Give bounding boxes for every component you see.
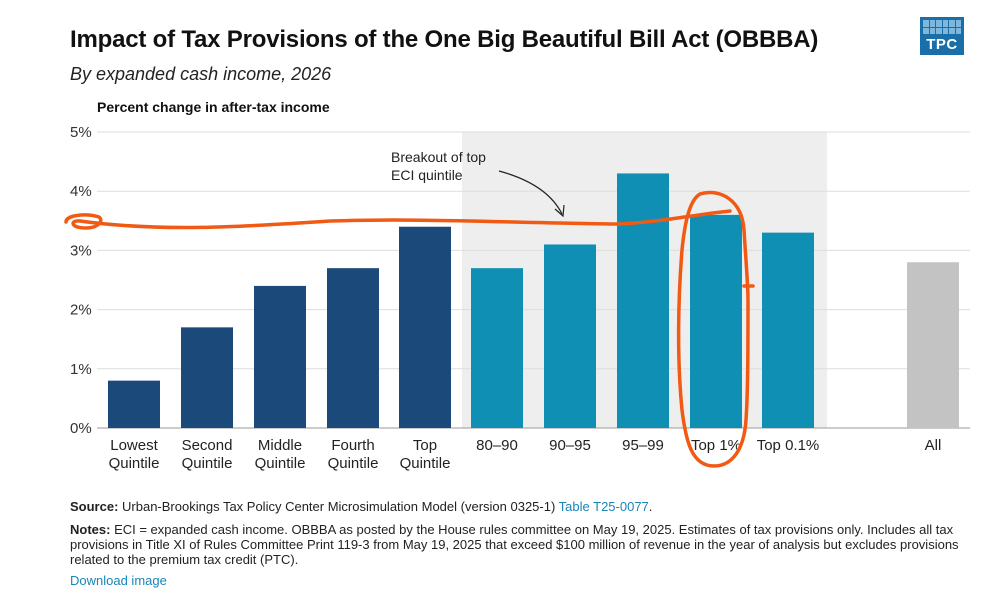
annotation-arrow: [498, 170, 563, 215]
x-tick-label: Lowest: [110, 437, 158, 454]
y-tick-label: 1%: [70, 361, 92, 378]
x-tick-label: Middle: [258, 437, 302, 454]
download-image-link[interactable]: Download image: [70, 573, 167, 588]
x-tick-label: Top 1%: [691, 437, 741, 454]
bar-chart: 0%1%2%3%4%5%LowestQuintileSecondQuintile…: [64, 124, 970, 472]
bar: [327, 268, 379, 428]
x-tick-label: All: [925, 437, 942, 454]
x-tick-label: Quintile: [400, 455, 451, 472]
source-line: Source: Urban-Brookings Tax Policy Cente…: [70, 499, 652, 514]
y-tick-label: 4%: [70, 183, 92, 200]
y-tick-label: 0%: [70, 420, 92, 437]
x-tick-label: 80–90: [476, 437, 518, 454]
hand-drawn-circle: [676, 190, 755, 468]
logo-grid-icon: [923, 20, 961, 34]
y-tick-label: 2%: [70, 302, 92, 319]
x-tick-label: Fourth: [331, 437, 374, 454]
bar: [471, 268, 523, 428]
source-label: Source:: [70, 499, 119, 514]
bar: [108, 380, 160, 428]
x-tick-label: Quintile: [255, 455, 306, 472]
y-axis-label: Percent change in after-tax income: [97, 99, 330, 115]
notes-block: Notes: ECI = expanded cash income. OBBBA…: [70, 522, 980, 567]
source-text: Urban-Brookings Tax Policy Center Micros…: [118, 499, 559, 514]
x-tick-label: Quintile: [182, 455, 233, 472]
annotation-text: Breakout of top: [391, 149, 486, 165]
bar: [762, 232, 814, 428]
bar: [907, 262, 959, 428]
x-tick-label: Top: [413, 437, 437, 454]
bar: [690, 214, 742, 428]
annotation-text: ECI quintile: [391, 167, 463, 183]
bar: [617, 173, 669, 428]
tpc-logo: TPC: [920, 17, 964, 55]
bar: [544, 244, 596, 428]
x-tick-label: 95–99: [622, 437, 664, 454]
x-tick-label: Quintile: [109, 455, 160, 472]
annotation-arrowhead: [554, 204, 565, 218]
hand-drawn-line: [64, 209, 732, 230]
x-tick-label: Quintile: [328, 455, 379, 472]
source-table-link[interactable]: Table T25-0077: [558, 499, 649, 514]
y-tick-label: 3%: [70, 242, 92, 259]
bar: [254, 285, 306, 428]
chart-subtitle: By expanded cash income, 2026: [70, 64, 332, 84]
notes-label: Notes:: [70, 522, 111, 537]
notes-text: ECI = expanded cash income. OBBBA as pos…: [70, 522, 959, 567]
logo-text: TPC: [926, 36, 958, 53]
x-tick-label: Top 0.1%: [757, 437, 820, 454]
y-tick-label: 5%: [70, 124, 92, 141]
bar: [181, 327, 233, 428]
source-end: .: [648, 499, 653, 514]
bar: [399, 226, 451, 428]
x-tick-label: Second: [182, 437, 233, 454]
x-tick-label: 90–95: [549, 437, 591, 454]
chart-title: Impact of Tax Provisions of the One Big …: [70, 26, 819, 53]
